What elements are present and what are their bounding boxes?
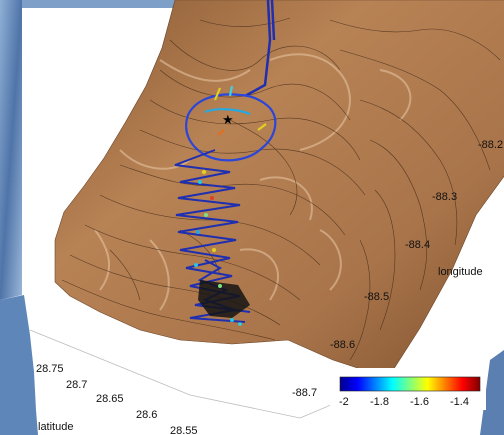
colorbar-tick: -1.6 [410, 396, 429, 408]
track-samples [194, 169, 242, 326]
track-loop [185, 85, 277, 162]
longitude-tick: -88.2 [478, 139, 503, 151]
longitude-tick: -88.4 [405, 239, 430, 251]
background-right [480, 350, 504, 435]
colorbar: -2 -1.8 -1.6 -1.4 [330, 368, 486, 410]
longitude-tick: -88.6 [330, 339, 355, 351]
latitude-tick: 28.6 [136, 409, 157, 421]
track-start-star: ★ [222, 113, 234, 128]
latitude-tick: 28.7 [66, 379, 87, 391]
background-sky-lower [0, 295, 38, 435]
colorbar-scale [339, 376, 481, 392]
track-bundle [198, 280, 250, 318]
latitude-tick: 28.55 [170, 425, 198, 435]
terrain-highlights [94, 53, 412, 311]
longitude-ticks: -88.2 -88.3 -88.4 -88.5 -88.6 -88.7 [292, 139, 503, 399]
latitude-axis-label: latitude [38, 421, 73, 433]
latitude-tick: 28.75 [36, 363, 64, 375]
colorbar-tick: -1.8 [370, 396, 389, 408]
longitude-tick: -88.7 [292, 387, 317, 399]
colorbar-tick: -1.4 [450, 396, 469, 408]
background-sky [0, 0, 22, 300]
longitude-axis-label: longitude [438, 266, 483, 278]
longitude-tick: -88.3 [432, 191, 457, 203]
track-tether [244, 0, 276, 98]
latitude-ticks: 28.75 28.7 28.65 28.6 28.55 [36, 363, 198, 435]
colorbar-tick: -2 [339, 396, 349, 408]
longitude-tick: -88.5 [364, 291, 389, 303]
latitude-tick: 28.65 [96, 393, 124, 405]
